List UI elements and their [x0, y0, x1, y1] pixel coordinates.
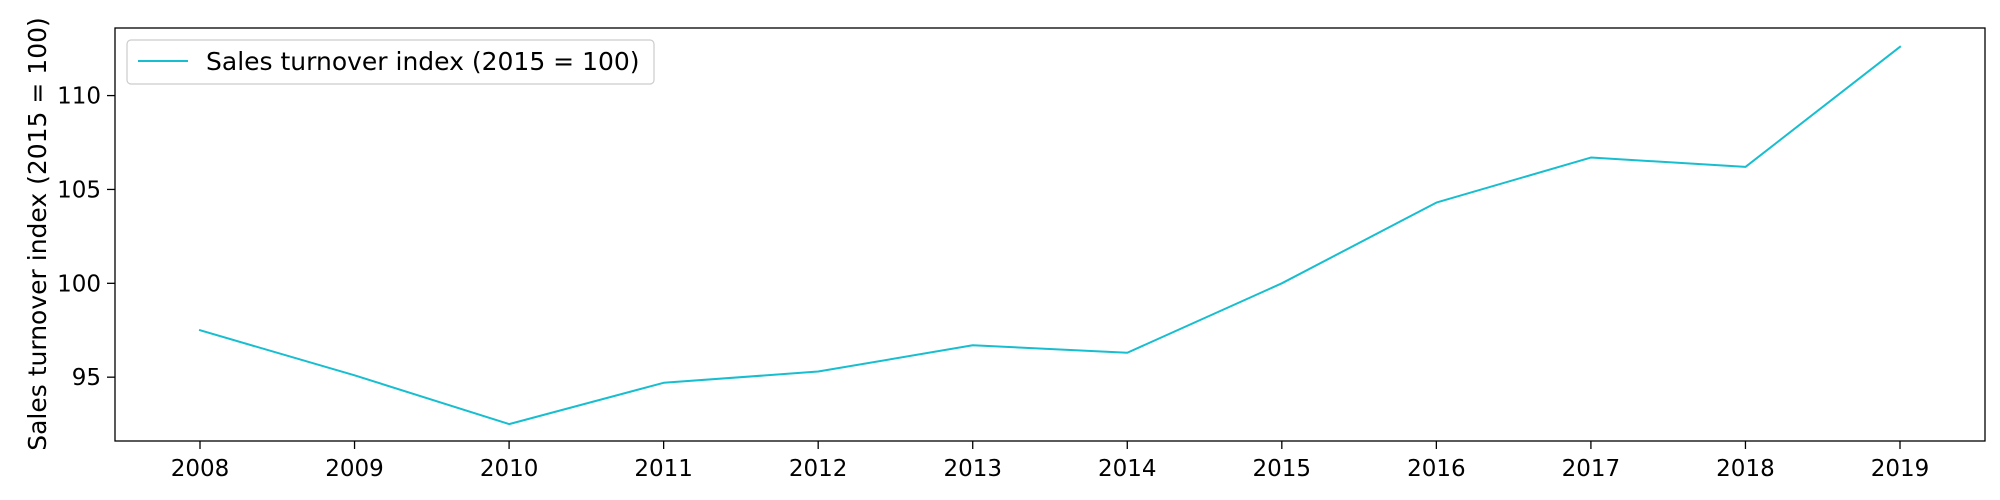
- x-tick-label: 2012: [789, 456, 848, 482]
- legend-box: [126, 39, 655, 85]
- x-axis-ticks: 2008 2009 2010 2011 2012 2013 2014 2015 2016 2017…: [171, 441, 1930, 482]
- x-tick-label: 2016: [1407, 456, 1466, 482]
- plot-area-frame: [114, 27, 1986, 442]
- series-layer: [198, 45, 1902, 426]
- y-tick-label: 110: [57, 84, 101, 110]
- x-tick-label: 2010: [480, 456, 539, 482]
- y-tick-label: 95: [72, 365, 101, 391]
- x-tick-label: 2017: [1562, 456, 1621, 482]
- y-tick-label: 105: [57, 177, 101, 203]
- legend-entry-label: Sales turnover index (2015 = 100): [206, 47, 640, 76]
- x-tick-label: 2011: [634, 456, 693, 482]
- y-tick-label: 100: [57, 271, 101, 297]
- x-tick-label: 2018: [1716, 456, 1775, 482]
- x-tick-label: 2013: [943, 456, 1002, 482]
- y-axis-ticks: 95 100 105 110: [57, 84, 115, 391]
- y-axis-label: Sales turnover index (2015 = 100): [23, 17, 52, 451]
- x-tick-label: 2015: [1253, 456, 1312, 482]
- x-tick-label: 2014: [1098, 456, 1157, 482]
- x-tick-label: 2008: [171, 456, 230, 482]
- x-tick-label: 2009: [325, 456, 384, 482]
- legend: Sales turnover index (2015 = 100): [126, 39, 655, 85]
- series-line-0: [198, 45, 1902, 426]
- x-tick-label: 2019: [1871, 456, 1930, 482]
